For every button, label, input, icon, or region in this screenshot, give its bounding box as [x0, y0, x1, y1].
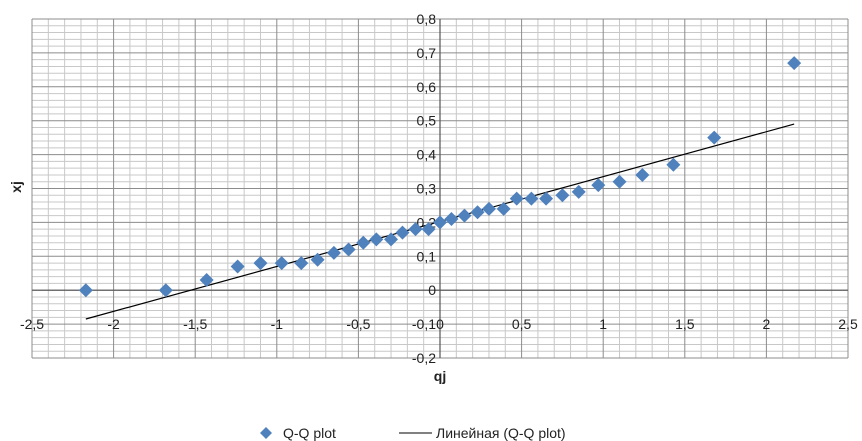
data-point [356, 235, 371, 250]
data-point [230, 259, 245, 274]
data-point [326, 245, 341, 260]
y-tick-label: 0,6 [417, 79, 437, 95]
data-point [470, 205, 485, 220]
x-tick-labels: -2,5 -2 -1,5 -1 -0,5 0 0,5 1 1,5 2 2,5 [20, 316, 858, 332]
data-point [384, 232, 399, 247]
data-point [496, 201, 511, 216]
legend: Q-Q plot Линейная (Q-Q plot) [260, 425, 566, 441]
data-point [444, 212, 459, 227]
data-point [341, 242, 356, 257]
y-tick-label: 0,5 [417, 113, 437, 129]
data-point [591, 178, 606, 193]
x-axis-title: qj [434, 368, 446, 384]
y-tick-label: 0,8 [417, 11, 437, 27]
data-point [395, 225, 410, 240]
data-point [666, 157, 681, 172]
x-tick-label: -0,5 [346, 316, 370, 332]
data-point [199, 273, 214, 288]
data-point [457, 208, 472, 223]
x-tick-label: -1,5 [183, 316, 207, 332]
x-tick-label: -1 [271, 316, 284, 332]
legend-label-linear-trend: Линейная (Q-Q plot) [436, 425, 566, 441]
x-tick-label: 1,5 [675, 316, 695, 332]
x-tick-label: 0,5 [512, 316, 532, 332]
y-tick-label: 0 [428, 282, 436, 298]
data-point [78, 283, 93, 298]
legend-diamond-marker [260, 427, 272, 439]
data-point [310, 252, 325, 267]
y-tick-label: -0,2 [412, 350, 436, 366]
legend-label-qq-plot: Q-Q plot [283, 425, 336, 441]
y-tick-label: -0,1 [412, 316, 436, 332]
data-point [539, 191, 554, 206]
data-point [612, 174, 627, 189]
y-tick-label: 0,1 [417, 248, 437, 264]
x-tick-label: -2 [107, 316, 120, 332]
data-point [524, 191, 539, 206]
x-tick-label: 2 [763, 316, 771, 332]
x-tick-label: 2,5 [838, 316, 858, 332]
data-point [421, 222, 436, 237]
data-point [294, 256, 309, 271]
data-point [274, 256, 289, 271]
data-point [158, 283, 173, 298]
x-tick-label: -2,5 [20, 316, 44, 332]
data-points-layer [78, 56, 802, 298]
y-tick-label: 0,7 [417, 45, 437, 61]
data-point [555, 188, 570, 203]
data-point [433, 215, 447, 230]
x-tick-label: 0 [436, 316, 444, 332]
data-point [787, 56, 802, 71]
data-point [571, 184, 586, 199]
data-point [635, 167, 650, 182]
data-point [408, 222, 423, 237]
y-tick-label: 0,4 [417, 147, 437, 163]
data-point [369, 232, 384, 247]
x-tick-label: 1 [599, 316, 607, 332]
data-point [707, 130, 722, 145]
y-tick-label: 0,3 [417, 181, 437, 197]
y-axis-title: xj [8, 181, 24, 193]
data-point [509, 191, 524, 206]
data-point [481, 201, 496, 216]
data-point [253, 256, 268, 271]
